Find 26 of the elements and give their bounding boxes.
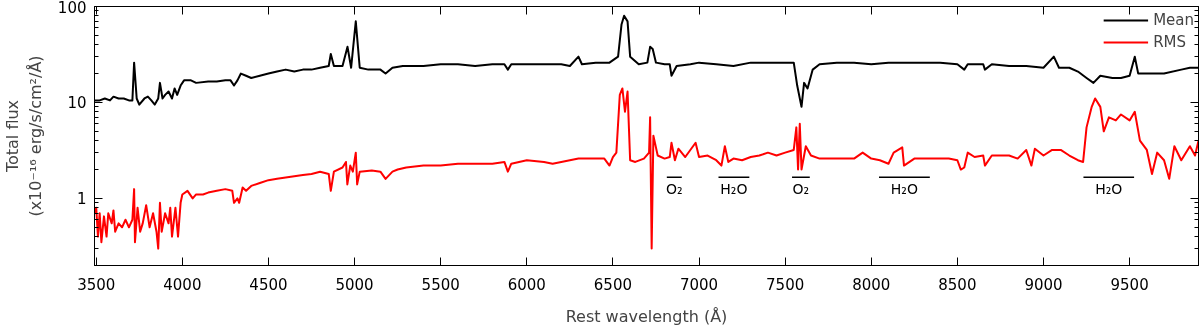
y-tick-label: 10 [67,94,87,113]
x-tick-label: 9500 [1110,275,1149,294]
x-tick-label: 5000 [335,275,374,294]
x-tick-label: 7500 [766,275,805,294]
y-tick-label: 100 [57,0,87,17]
annotation: H₂O [1095,181,1123,198]
x-tick-label: 6000 [507,275,546,294]
annotation: H₂O [890,181,918,198]
x-tick-label: 9000 [1024,275,1063,294]
x-tick-label: 8500 [938,275,977,294]
x-tick-label: 3500 [77,275,116,294]
y-axis-title: Total flux (x10⁻¹⁶ erg/s/cm²/Å) [3,55,45,217]
y-tick-label: 1 [76,190,87,209]
x-tick-label: 4000 [163,275,202,294]
annotation: O₂ [665,181,683,198]
x-tick-label: 8000 [852,275,891,294]
x-tick-label: 6500 [593,275,633,294]
x-tick-label: 7000 [679,275,719,294]
legend-label: RMS [1153,33,1187,51]
x-axis-title: Rest wavelength (Å) [565,306,728,326]
annotation: H₂O [720,181,748,198]
x-tick-label: 4500 [249,275,288,294]
legend-label: Mean [1153,11,1194,29]
x-tick-label: 5500 [421,275,460,294]
line-series [94,87,1199,250]
annotation: O₂ [792,181,810,198]
